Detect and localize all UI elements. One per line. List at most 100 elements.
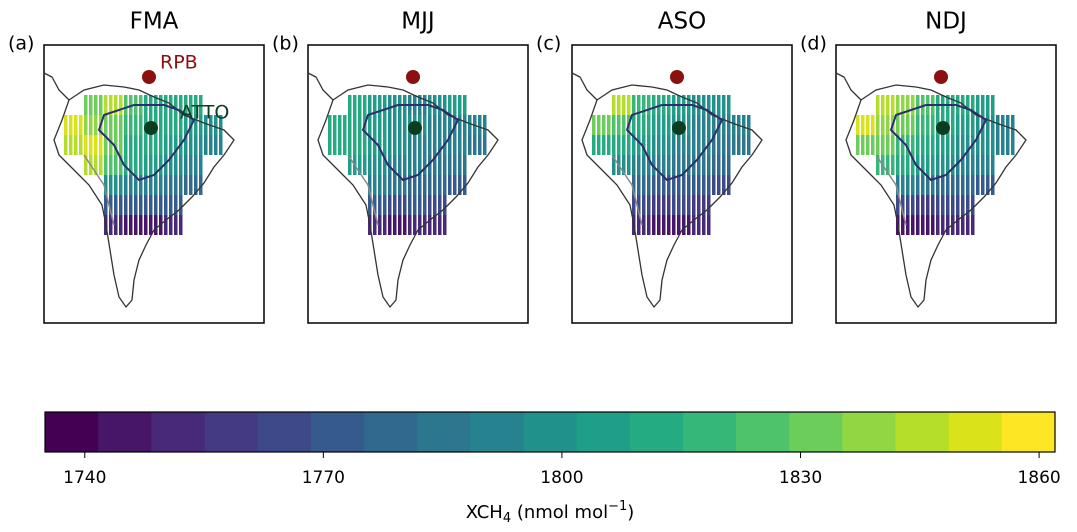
cell-stripe bbox=[443, 175, 447, 195]
cell-stripe bbox=[89, 115, 93, 135]
cell-stripe bbox=[418, 155, 422, 175]
cell-stripe bbox=[204, 135, 208, 155]
cell-stripe bbox=[124, 155, 128, 175]
xch4-cell bbox=[388, 135, 407, 155]
cell-stripe bbox=[119, 215, 123, 235]
cell-stripe bbox=[149, 215, 153, 235]
cell-stripe bbox=[383, 195, 387, 215]
xch4-cell bbox=[468, 135, 487, 155]
cell-stripe bbox=[423, 195, 427, 215]
cell-stripe bbox=[961, 175, 965, 195]
cell-stripe bbox=[408, 195, 412, 215]
cell-stripe bbox=[164, 215, 168, 235]
cell-stripe bbox=[129, 175, 133, 195]
cell-stripe bbox=[154, 175, 158, 195]
xch4-cell bbox=[124, 175, 143, 195]
cell-stripe bbox=[393, 115, 397, 135]
cell-stripe bbox=[657, 175, 661, 195]
cell-stripe bbox=[64, 115, 68, 135]
cell-stripe bbox=[463, 155, 467, 175]
cell-stripe bbox=[443, 115, 447, 135]
xch4-cell bbox=[124, 195, 143, 215]
xch4-cell bbox=[124, 115, 143, 135]
cell-stripe bbox=[981, 95, 985, 115]
cell-stripe bbox=[403, 215, 407, 235]
colorbar-segment bbox=[151, 412, 205, 452]
cell-stripe bbox=[921, 135, 925, 155]
cell-stripe bbox=[154, 155, 158, 175]
cell-stripe bbox=[971, 195, 975, 215]
cell-stripe bbox=[742, 135, 746, 155]
xch4-cell bbox=[976, 175, 995, 195]
coastline bbox=[845, 84, 1027, 309]
cell-stripe bbox=[677, 215, 681, 235]
cell-stripe bbox=[976, 155, 980, 175]
xch4-cell bbox=[672, 175, 691, 195]
cell-stripe bbox=[662, 215, 666, 235]
cell-stripe bbox=[926, 195, 930, 215]
cell-stripe bbox=[398, 175, 402, 195]
xch4-cell bbox=[632, 155, 651, 175]
cell-stripe bbox=[951, 195, 955, 215]
cell-stripe bbox=[333, 135, 337, 155]
cell-stripe bbox=[1006, 135, 1010, 155]
cell-stripe bbox=[712, 115, 716, 135]
cell-stripe bbox=[722, 175, 726, 195]
cell-stripe bbox=[134, 215, 138, 235]
cell-stripe bbox=[642, 135, 646, 155]
cell-stripe bbox=[358, 95, 362, 115]
cell-stripe bbox=[966, 215, 970, 235]
cell-stripe bbox=[707, 175, 711, 195]
cell-stripe bbox=[647, 135, 651, 155]
cell-stripe bbox=[383, 115, 387, 135]
cell-stripe bbox=[652, 135, 656, 155]
cell-stripe bbox=[418, 135, 422, 155]
cell-stripe bbox=[921, 155, 925, 175]
cell-stripe bbox=[144, 195, 148, 215]
cell-stripe bbox=[697, 195, 701, 215]
cell-stripe bbox=[592, 115, 596, 135]
cell-stripe bbox=[692, 115, 696, 135]
xch4-cell bbox=[388, 215, 407, 235]
xch4-cell bbox=[104, 155, 123, 175]
cell-stripe bbox=[64, 135, 68, 155]
cell-stripe bbox=[398, 155, 402, 175]
cell-stripe bbox=[657, 215, 661, 235]
xch4-cell bbox=[592, 135, 611, 155]
cell-stripe bbox=[104, 155, 108, 175]
cell-stripe bbox=[428, 215, 432, 235]
colorbar-segment bbox=[417, 412, 471, 452]
xch4-cell bbox=[692, 215, 711, 235]
colorbar: 1740 1770 1800 1830 1860 bbox=[44, 411, 1061, 488]
cell-stripe bbox=[373, 175, 377, 195]
cell-stripe bbox=[333, 115, 337, 135]
xch4-cell bbox=[916, 115, 935, 135]
cell-stripe bbox=[129, 115, 133, 135]
cell-stripe bbox=[722, 115, 726, 135]
colorbar-tick-label: 1770 bbox=[302, 468, 345, 488]
cell-stripe bbox=[906, 155, 910, 175]
cell-stripe bbox=[468, 135, 472, 155]
cell-stripe bbox=[657, 115, 661, 135]
cell-stripe bbox=[443, 215, 447, 235]
xch4-cell bbox=[896, 115, 915, 135]
cell-stripe bbox=[433, 215, 437, 235]
cell-stripe bbox=[373, 215, 377, 235]
cell-stripe bbox=[936, 195, 940, 215]
cell-stripe bbox=[647, 195, 651, 215]
cell-stripe bbox=[144, 215, 148, 235]
cell-stripe bbox=[433, 135, 437, 155]
cell-stripe bbox=[921, 215, 925, 235]
cell-stripe bbox=[119, 115, 123, 135]
cell-stripe bbox=[682, 175, 686, 195]
cell-stripe bbox=[403, 195, 407, 215]
cell-stripe bbox=[438, 155, 442, 175]
cell-stripe bbox=[991, 135, 995, 155]
cell-stripe bbox=[423, 175, 427, 195]
cell-stripe bbox=[697, 155, 701, 175]
cell-stripe bbox=[916, 175, 920, 195]
cell-stripe bbox=[901, 135, 905, 155]
cell-stripe bbox=[124, 115, 128, 135]
cell-stripe bbox=[199, 175, 203, 195]
cell-stripe bbox=[677, 195, 681, 215]
